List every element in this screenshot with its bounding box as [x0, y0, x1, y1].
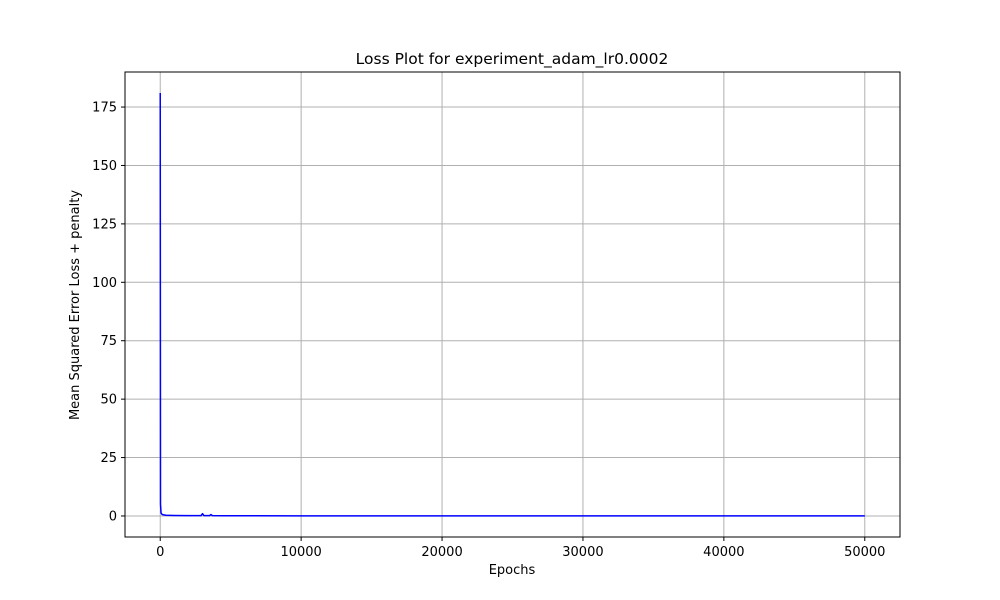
x-axis-label: Epochs	[489, 563, 536, 578]
y-axis: 0 25 50 75 100 125 150 175	[92, 101, 125, 524]
y-tick-label: 50	[100, 393, 117, 408]
plot-frame	[124, 71, 901, 538]
y-tick-label: 175	[92, 101, 117, 116]
y-tick-label: 75	[100, 334, 117, 349]
grid	[125, 72, 900, 537]
x-tick-label: 50000	[844, 545, 885, 560]
x-tick-label: 0	[156, 545, 164, 560]
x-tick-label: 30000	[562, 545, 603, 560]
plot-area	[159, 93, 865, 517]
x-axis: 0 10000 20000 30000 40000 50000	[156, 537, 885, 560]
y-tick-label: 100	[92, 276, 117, 291]
y-tick-label: 25	[100, 451, 117, 466]
y-tick-label: 125	[92, 217, 117, 232]
chart-title: Loss Plot for experiment_adam_lr0.0002	[356, 50, 669, 69]
y-tick-label: 0	[109, 509, 117, 524]
x-tick-label: 40000	[703, 545, 744, 560]
x-tick-label: 20000	[421, 545, 462, 560]
loss-series-line	[159, 93, 865, 517]
x-tick-label: 10000	[280, 545, 321, 560]
y-tick-label: 150	[92, 159, 117, 174]
y-axis-label: Mean Squared Error Loss + penalty	[68, 190, 83, 420]
